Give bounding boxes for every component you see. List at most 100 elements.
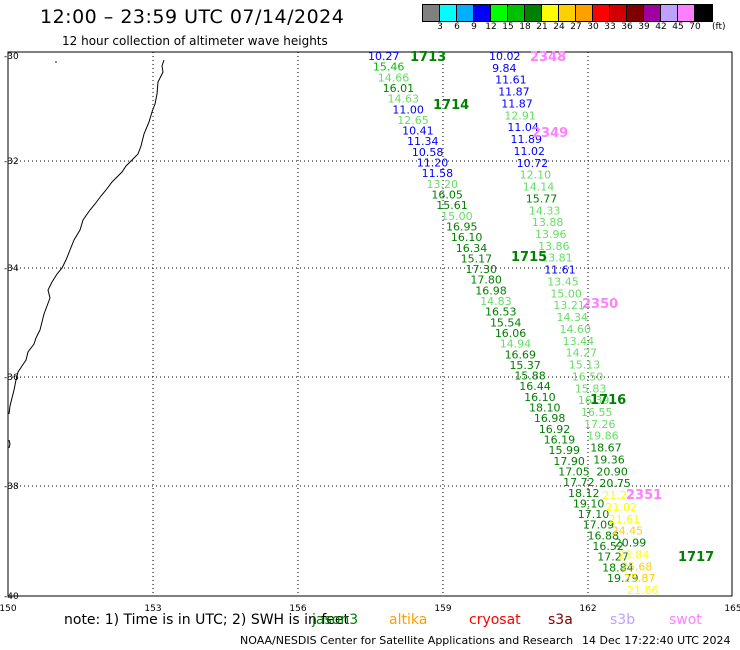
wave-height-value: 14.14 (523, 181, 555, 194)
wave-height-value: 16.05 (431, 188, 463, 201)
wave-height-value: 11.20 (417, 157, 449, 170)
scale-label: 27 (570, 22, 582, 32)
wave-height-value: 19.10 (573, 497, 605, 510)
pass-time-label: 1717 (678, 550, 714, 565)
wave-height-value: 14.83 (480, 295, 512, 308)
scale-swatch (661, 5, 678, 21)
wave-height-value: 17.90 (553, 455, 585, 468)
wave-height-value: 21.27 (602, 489, 634, 502)
pass-time-label: 1715 (511, 250, 547, 265)
wave-height-value: 13.45 (547, 275, 579, 288)
wave-height-value: 19.86 (587, 430, 619, 443)
scale-swatch (457, 5, 474, 21)
wave-height-value: 16.88 (587, 529, 619, 542)
wave-height-value: 13.20 (427, 178, 459, 191)
wave-height-value: 16.10 (451, 231, 483, 244)
wave-height-value: 16.55 (581, 406, 613, 419)
satellite-jason3: jason3 (312, 612, 359, 628)
wave-height-color-scale (422, 4, 713, 22)
wave-height-value: 16.34 (456, 242, 488, 255)
wave-height-value: 17.72 (563, 476, 595, 489)
map-subtitle: 12 hour collection of altimeter wave hei… (62, 34, 328, 48)
wave-height-value: 11.61 (544, 264, 576, 277)
wave-height-value: 11.02 (514, 145, 546, 158)
wave-height-value: 13.88 (532, 216, 564, 229)
scale-label: 21 (536, 22, 548, 32)
pass-time-label: 1714 (433, 98, 469, 113)
latitude-label: -32 (4, 157, 19, 167)
wave-height-value: 13.21 (553, 299, 585, 312)
satellite-s3a: s3a (548, 612, 573, 628)
scale-swatch (542, 5, 559, 21)
satellite-altika: altika (389, 612, 428, 628)
wave-height-value: 21.86 (627, 584, 659, 597)
wave-height-value: 12.65 (397, 114, 429, 127)
wave-height-value: 15.13 (569, 359, 601, 372)
wave-height-value: 17.26 (584, 418, 616, 431)
island-dot (55, 61, 57, 63)
scale-swatch (576, 5, 593, 21)
scale-swatch (440, 5, 457, 21)
wave-height-value: 15.61 (436, 199, 468, 212)
wave-height-value: 11.00 (392, 103, 424, 116)
longitude-label: 165 (724, 604, 740, 614)
wave-height-value: 16.92 (539, 423, 571, 436)
wave-height-value: 21.02 (606, 501, 638, 514)
wave-height-value: 18.10 (529, 402, 561, 415)
wave-height-value: 13.44 (563, 335, 595, 348)
wave-height-value: 19.79 (607, 572, 639, 585)
wave-height-value: 23.84 (618, 548, 650, 561)
latitude-label: -38 (4, 482, 19, 492)
color-scale-unit: (ft) (712, 22, 726, 32)
wave-height-value: 16.01 (383, 82, 415, 95)
wave-height-value: 14.63 (388, 93, 420, 106)
longitude-label: 150 (0, 604, 17, 614)
pass-time-label: 2349 (532, 126, 568, 141)
wave-height-value: 16.06 (495, 327, 526, 340)
wave-height-value: 16.10 (524, 391, 556, 404)
wave-height-value: 16.50 (572, 370, 604, 383)
wave-height-value: 14.66 (378, 71, 410, 84)
scale-label: 24 (553, 22, 565, 32)
map-title: 12:00 – 23:59 UTC 07/14/2024 (40, 6, 345, 28)
longitude-label: 156 (289, 604, 306, 614)
wave-height-value: 18.84 (602, 561, 634, 574)
wave-height-value: 15.00 (441, 210, 473, 223)
scale-swatch (474, 5, 491, 21)
wave-height-value: 11.34 (407, 135, 439, 148)
wave-height-value: 11.87 (498, 86, 530, 99)
wave-height-value: 16.19 (544, 434, 576, 447)
wave-height-value: 12.91 (504, 109, 536, 122)
wave-height-value: 13.86 (538, 240, 570, 253)
wave-height-value: 17.30 (466, 263, 498, 276)
scale-label: 15 (502, 22, 514, 32)
wave-height-value: 16.98 (534, 412, 566, 425)
coastline (8, 59, 165, 415)
wave-height-value: 9.84 (492, 62, 516, 75)
longitude-label: 159 (434, 604, 451, 614)
scale-swatch (423, 5, 440, 21)
plot-frame (7, 51, 733, 597)
wave-height-value: 10.72 (517, 157, 549, 170)
wave-height-value: 25.68 (621, 560, 653, 573)
scale-label: 36 (621, 22, 633, 32)
wave-height-value: 16.69 (505, 348, 536, 361)
wave-height-value: 20.75 (599, 477, 631, 490)
wave-height-value: 15.54 (490, 316, 522, 329)
wave-height-value: 11.89 (510, 133, 542, 146)
wave-height-value: 13.96 (535, 228, 567, 241)
scale-label: 9 (471, 22, 477, 32)
scale-label: 12 (485, 22, 497, 32)
scale-label: 70 (689, 22, 701, 32)
scale-swatch (593, 5, 610, 21)
satellite-s3b: s3b (610, 612, 636, 628)
wave-height-value: 25.87 (624, 572, 656, 585)
satellite-swot: swot (669, 612, 702, 628)
wave-height-value: 15.17 (461, 252, 493, 265)
wave-height-value: 16.39 (578, 394, 610, 407)
pass-time-label: 1713 (410, 50, 446, 65)
scale-label: 39 (638, 22, 650, 32)
scale-swatch (508, 5, 525, 21)
wave-height-value: 17.05 (558, 465, 590, 478)
